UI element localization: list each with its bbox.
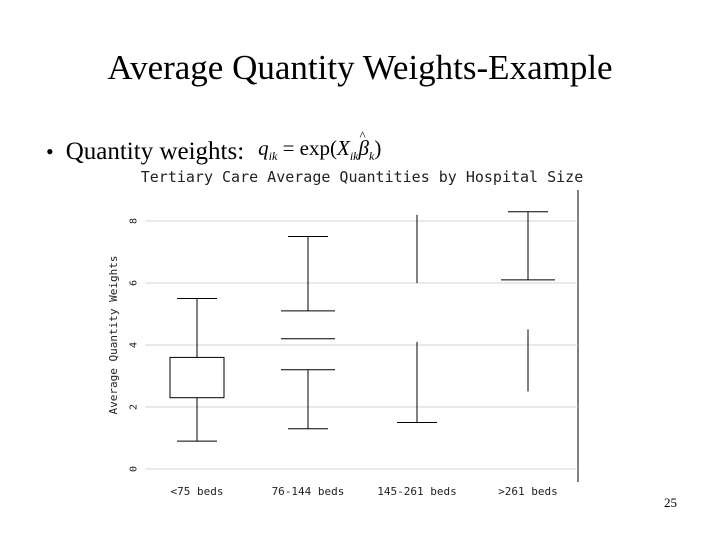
y-tick-label-4: 4 — [129, 342, 140, 348]
x-tick-label-3: 145-261 beds — [377, 485, 456, 498]
bullet-text: Quantity weights: — [65, 138, 245, 166]
chart-title: Tertiary Care Average Quantities by Hosp… — [141, 168, 584, 186]
x-tick-label-4: >261 beds — [498, 485, 558, 498]
x-tick-label-1: <75 beds — [171, 485, 224, 498]
box1-iqr — [169, 356, 225, 399]
formula: qik = exp(Xikβk) — [258, 121, 381, 171]
bullet-item: • Quantity weights: qik = exp(Xikβk) — [46, 121, 381, 171]
y-tick-label-8: 8 — [129, 218, 140, 224]
slide-title: Average Quantity Weights-Example — [107, 48, 613, 87]
y-tick-label-2: 2 — [129, 404, 140, 410]
y-tick-label-0: 0 — [129, 466, 140, 472]
bullet-dot: • — [46, 139, 54, 165]
y-tick-label-6: 6 — [129, 280, 140, 286]
page-number: 25 — [664, 495, 677, 510]
x-tick-label-2: 76-144 beds — [272, 485, 345, 498]
y-axis-label: Average Quantity Weights — [107, 256, 120, 415]
